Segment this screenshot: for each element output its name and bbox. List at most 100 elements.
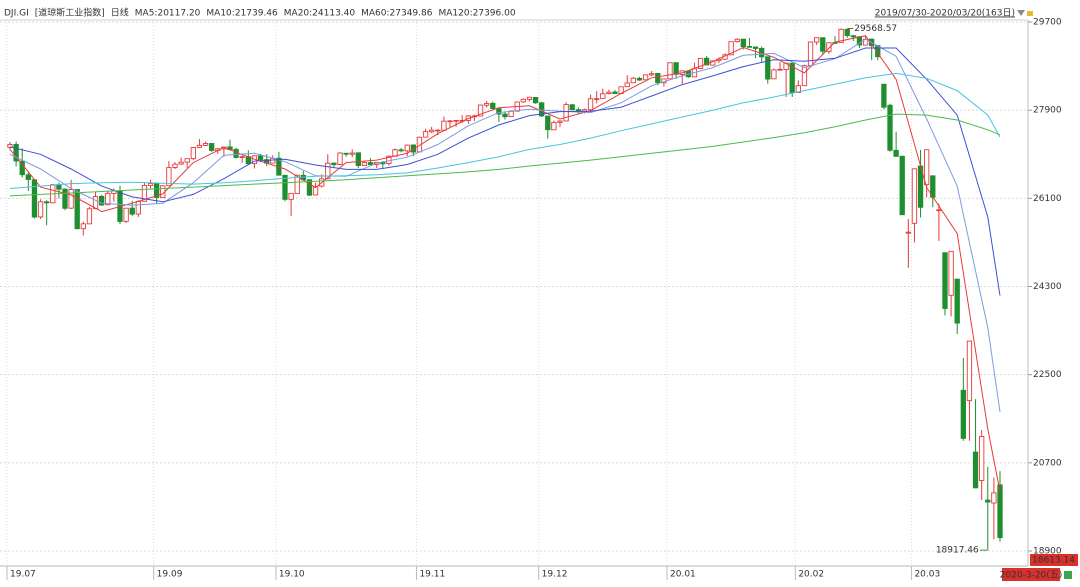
candle-body bbox=[135, 201, 141, 215]
candle-body bbox=[92, 196, 99, 210]
candle-body bbox=[746, 46, 753, 48]
y-tick-label: 24300 bbox=[1033, 282, 1062, 292]
candle-body bbox=[209, 143, 215, 151]
candle-body bbox=[257, 155, 264, 161]
candle-body bbox=[532, 96, 539, 104]
candle-body bbox=[166, 167, 172, 187]
candle-body bbox=[196, 144, 203, 148]
candle-body bbox=[911, 168, 918, 224]
candle-body bbox=[979, 436, 985, 481]
candle-body bbox=[441, 120, 447, 131]
legend-item: DJI.GI bbox=[4, 9, 29, 19]
candle-body bbox=[899, 155, 905, 216]
candle-body bbox=[606, 91, 612, 94]
candle-body bbox=[349, 152, 355, 155]
candle-body bbox=[484, 103, 490, 106]
candle-body bbox=[13, 144, 19, 162]
candle-body bbox=[123, 207, 129, 222]
ma-line bbox=[9, 72, 1001, 189]
candle-body bbox=[502, 113, 508, 118]
candle-body bbox=[838, 28, 844, 44]
x-tick-label: 20.02 bbox=[798, 570, 824, 580]
candle-body bbox=[68, 189, 74, 209]
candle-body bbox=[233, 148, 239, 158]
y-tick-label: 22500 bbox=[1033, 370, 1062, 380]
candle-body bbox=[991, 492, 997, 504]
candle-body bbox=[178, 161, 184, 165]
candle-body bbox=[997, 484, 1003, 539]
candle-body bbox=[563, 104, 569, 122]
candle-body bbox=[936, 209, 942, 212]
candle-body bbox=[673, 62, 679, 75]
legend-item: MA60:27349.86 bbox=[361, 9, 433, 19]
candle-body bbox=[435, 129, 441, 132]
candle-body bbox=[881, 83, 887, 108]
x-tick-label: 19.12 bbox=[542, 570, 568, 580]
candle-body bbox=[697, 57, 704, 69]
ma-line bbox=[9, 47, 1001, 296]
candle-body bbox=[966, 340, 973, 402]
x-tick-label: 19.07 bbox=[10, 570, 36, 580]
date-label: 2020-3-20(五) bbox=[1000, 571, 1063, 581]
candle-body bbox=[172, 163, 178, 168]
candle-body bbox=[325, 162, 331, 180]
candle-body bbox=[80, 223, 86, 230]
legend-item: MA5:20117.20 bbox=[135, 9, 201, 19]
range-label[interactable]: 2019/07/30-2020/03/20(163日) bbox=[875, 8, 1015, 19]
candle-body bbox=[526, 96, 533, 100]
y-tick-label: 26100 bbox=[1033, 194, 1062, 204]
candle-body bbox=[728, 41, 734, 56]
candle-body bbox=[960, 389, 966, 439]
candle-body bbox=[25, 174, 31, 180]
legend-item: MA20:24113.40 bbox=[284, 9, 356, 19]
legend-item: MA120:27396.00 bbox=[438, 9, 515, 19]
dropdown-icon[interactable] bbox=[1017, 10, 1025, 16]
x-tick-label: 19.09 bbox=[157, 570, 183, 580]
candle-body bbox=[972, 451, 979, 489]
last-price-box bbox=[1030, 554, 1078, 566]
ma-line bbox=[9, 35, 1001, 492]
candle-body bbox=[734, 38, 740, 43]
candle-body bbox=[62, 188, 68, 209]
lock-icon[interactable] bbox=[1027, 11, 1033, 16]
candle-body bbox=[594, 98, 600, 100]
candle-body bbox=[887, 104, 893, 151]
candle-body bbox=[942, 252, 948, 309]
candle-body bbox=[814, 37, 820, 43]
candle-body bbox=[777, 68, 783, 71]
candle-body bbox=[398, 149, 404, 152]
y-tick-label: 27900 bbox=[1033, 106, 1062, 116]
candle-body bbox=[282, 174, 288, 200]
y-tick-label: 18900 bbox=[1033, 547, 1062, 557]
y-tick-label: 29700 bbox=[1033, 18, 1062, 28]
candle-body bbox=[795, 85, 801, 93]
candle-body bbox=[86, 208, 93, 225]
candle-body bbox=[105, 192, 111, 206]
candle-body bbox=[355, 152, 361, 166]
candle-body bbox=[294, 174, 300, 194]
legend-item: MA10:21739.46 bbox=[206, 9, 278, 19]
candle-body bbox=[569, 104, 575, 111]
candle-body bbox=[551, 121, 557, 131]
candle-body bbox=[380, 162, 386, 165]
x-tick-label: 19.10 bbox=[279, 570, 305, 580]
candle-body bbox=[184, 158, 190, 163]
candle-body bbox=[612, 91, 618, 95]
candle-body bbox=[367, 162, 374, 166]
candle-body bbox=[343, 152, 349, 155]
candle-body bbox=[765, 56, 771, 80]
candle-body bbox=[496, 108, 502, 115]
candle-body bbox=[752, 46, 759, 49]
candle-body bbox=[820, 37, 826, 52]
candle-body bbox=[337, 152, 343, 165]
candle-body bbox=[190, 147, 196, 160]
candle-body bbox=[905, 231, 911, 234]
candle-body bbox=[642, 74, 649, 81]
last-price-label: 18613.14 bbox=[1032, 556, 1075, 566]
candle-body bbox=[844, 28, 850, 36]
candle-body bbox=[508, 110, 514, 117]
candle-body bbox=[160, 185, 166, 198]
x-tick-label: 19.11 bbox=[419, 570, 445, 580]
